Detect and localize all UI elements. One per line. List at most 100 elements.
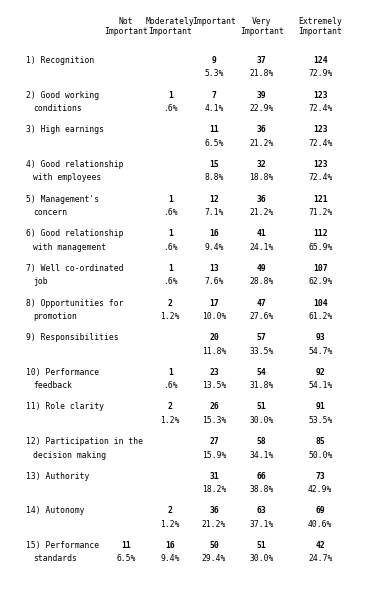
Text: 31: 31 (209, 472, 219, 481)
Text: 36: 36 (257, 195, 266, 204)
Text: 9.4%: 9.4% (160, 554, 180, 564)
Text: 42.9%: 42.9% (308, 485, 332, 494)
Text: 15) Performance: 15) Performance (26, 541, 99, 550)
Text: 9: 9 (212, 56, 217, 65)
Text: with management: with management (33, 243, 106, 252)
Text: Extremely
Important: Extremely Important (298, 17, 342, 36)
Text: promotion: promotion (33, 312, 77, 321)
Text: 4) Good relationship: 4) Good relationship (26, 160, 123, 169)
Text: Important: Important (192, 17, 236, 26)
Text: 17: 17 (209, 299, 219, 308)
Text: 22.9%: 22.9% (250, 104, 274, 113)
Text: 11) Role clarity: 11) Role clarity (26, 402, 104, 412)
Text: 93: 93 (315, 333, 325, 342)
Text: Not
Important: Not Important (104, 17, 148, 36)
Text: 1.2%: 1.2% (160, 312, 180, 321)
Text: 13) Authority: 13) Authority (26, 472, 89, 481)
Text: 51: 51 (257, 402, 266, 412)
Text: 27: 27 (209, 437, 219, 446)
Text: 2) Good working: 2) Good working (26, 91, 99, 100)
Text: 65.9%: 65.9% (308, 243, 332, 252)
Text: 1.2%: 1.2% (160, 520, 180, 529)
Text: 38.8%: 38.8% (250, 485, 274, 494)
Text: job: job (33, 277, 48, 286)
Text: 2: 2 (168, 299, 173, 308)
Text: 31.8%: 31.8% (250, 381, 274, 390)
Text: 51: 51 (257, 541, 266, 550)
Text: 1: 1 (168, 368, 173, 377)
Text: 72.4%: 72.4% (308, 104, 332, 113)
Text: .6%: .6% (163, 104, 178, 113)
Text: 18.2%: 18.2% (202, 485, 226, 494)
Text: 1: 1 (168, 229, 173, 238)
Text: 85: 85 (315, 437, 325, 446)
Text: 5) Management's: 5) Management's (26, 195, 99, 204)
Text: 30.0%: 30.0% (250, 554, 274, 564)
Text: 124: 124 (313, 56, 328, 65)
Text: 54.7%: 54.7% (308, 347, 332, 356)
Text: 12: 12 (209, 195, 219, 204)
Text: 39: 39 (257, 91, 266, 100)
Text: 16: 16 (209, 229, 219, 238)
Text: 26: 26 (209, 402, 219, 412)
Text: 18.8%: 18.8% (250, 173, 274, 182)
Text: 11: 11 (122, 541, 131, 550)
Text: 28.8%: 28.8% (250, 277, 274, 286)
Text: 69: 69 (315, 506, 325, 516)
Text: 1) Recognition: 1) Recognition (26, 56, 94, 65)
Text: 4.1%: 4.1% (204, 104, 224, 113)
Text: 2: 2 (168, 402, 173, 412)
Text: 8.8%: 8.8% (204, 173, 224, 182)
Text: 24.1%: 24.1% (250, 243, 274, 252)
Text: 72.4%: 72.4% (308, 139, 332, 148)
Text: 21.2%: 21.2% (202, 520, 226, 529)
Text: 112: 112 (313, 229, 328, 238)
Text: 1: 1 (168, 195, 173, 204)
Text: 49: 49 (257, 264, 266, 273)
Text: 1: 1 (168, 264, 173, 273)
Text: 13.5%: 13.5% (202, 381, 226, 390)
Text: 16: 16 (165, 541, 175, 550)
Text: decision making: decision making (33, 451, 106, 460)
Text: 11: 11 (209, 125, 219, 134)
Text: 9) Responsibilities: 9) Responsibilities (26, 333, 118, 342)
Text: 10) Performance: 10) Performance (26, 368, 99, 377)
Text: 121: 121 (313, 195, 328, 204)
Text: conditions: conditions (33, 104, 82, 113)
Text: 72.9%: 72.9% (308, 69, 332, 78)
Text: 62.9%: 62.9% (308, 277, 332, 286)
Text: Moderately
Important: Moderately Important (146, 17, 195, 36)
Text: 21.2%: 21.2% (250, 208, 274, 217)
Text: 5.3%: 5.3% (204, 69, 224, 78)
Text: 58: 58 (257, 437, 266, 446)
Text: 57: 57 (257, 333, 266, 342)
Text: 21.2%: 21.2% (250, 139, 274, 148)
Text: .6%: .6% (163, 381, 178, 390)
Text: 6) Good relationship: 6) Good relationship (26, 229, 123, 238)
Text: 8) Opportunities for: 8) Opportunities for (26, 299, 123, 308)
Text: 36: 36 (209, 506, 219, 516)
Text: 30.0%: 30.0% (250, 416, 274, 425)
Text: standards: standards (33, 554, 77, 564)
Text: 34.1%: 34.1% (250, 451, 274, 460)
Text: 91: 91 (315, 402, 325, 412)
Text: 7: 7 (212, 91, 217, 100)
Text: 7.1%: 7.1% (204, 208, 224, 217)
Text: 1.2%: 1.2% (160, 416, 180, 425)
Text: 72.4%: 72.4% (308, 173, 332, 182)
Text: feedback: feedback (33, 381, 72, 390)
Text: .6%: .6% (163, 208, 178, 217)
Text: .6%: .6% (163, 243, 178, 252)
Text: 123: 123 (313, 125, 328, 134)
Text: 2: 2 (168, 506, 173, 516)
Text: 47: 47 (257, 299, 266, 308)
Text: 1: 1 (168, 91, 173, 100)
Text: 36: 36 (257, 125, 266, 134)
Text: 13: 13 (209, 264, 219, 273)
Text: 40.6%: 40.6% (308, 520, 332, 529)
Text: 37: 37 (257, 56, 266, 65)
Text: 10.0%: 10.0% (202, 312, 226, 321)
Text: 50: 50 (209, 541, 219, 550)
Text: 123: 123 (313, 160, 328, 169)
Text: 71.2%: 71.2% (308, 208, 332, 217)
